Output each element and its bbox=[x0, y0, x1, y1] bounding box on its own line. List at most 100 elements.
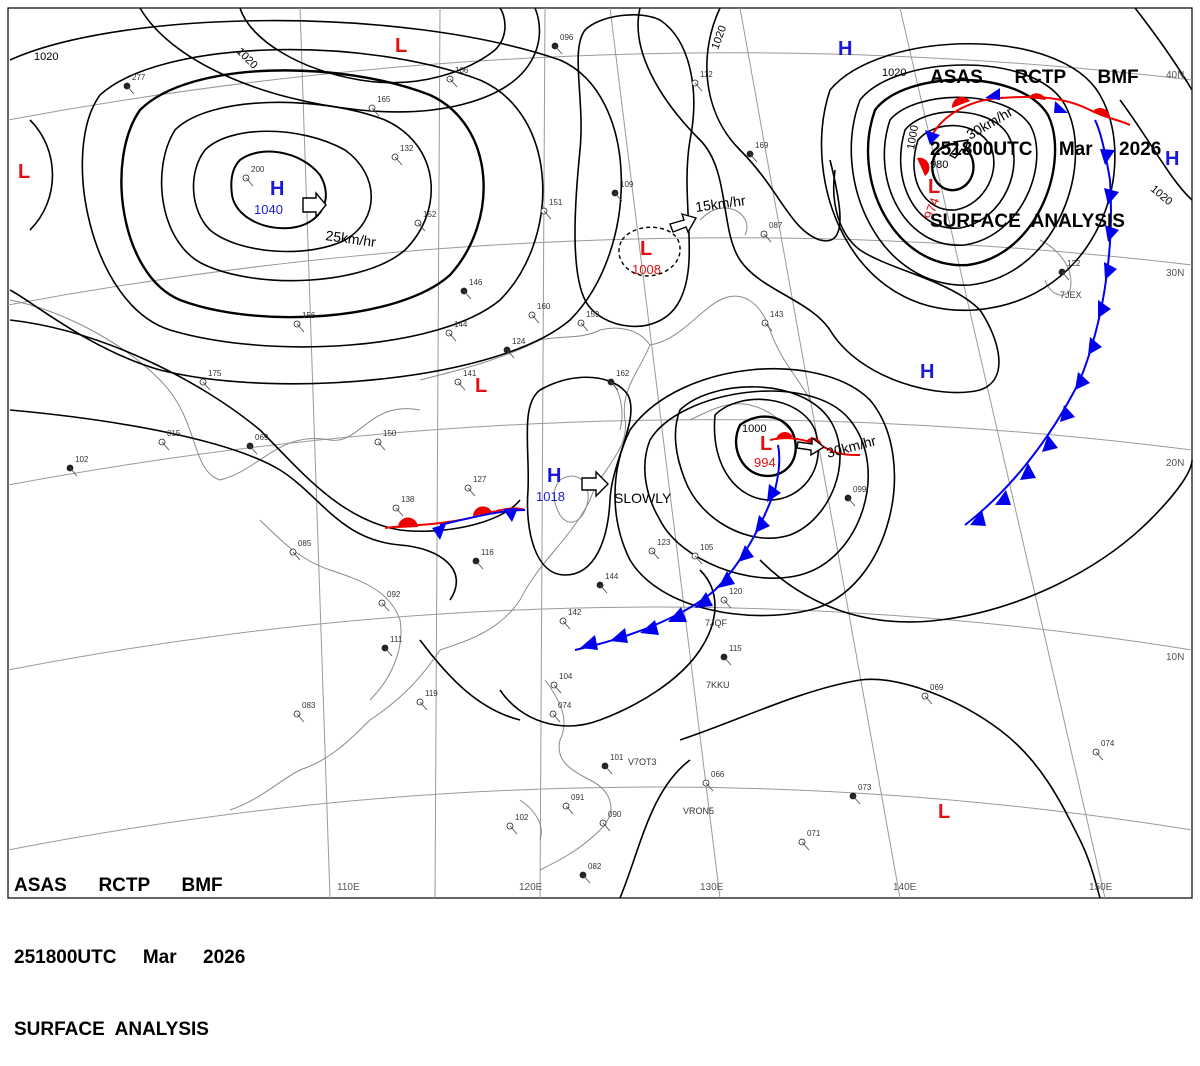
wind-barb bbox=[381, 602, 390, 612]
station-plot: 069 bbox=[921, 683, 944, 705]
station-pressure: 069 bbox=[930, 683, 944, 692]
wind-barb bbox=[602, 822, 611, 832]
station-pressure: 112 bbox=[700, 70, 713, 79]
station-pressure: 119 bbox=[425, 689, 438, 698]
low-center-1008-value: 1008 bbox=[632, 262, 661, 277]
graticule bbox=[7, 7, 1193, 899]
wind-barb bbox=[764, 322, 773, 332]
cold-front-south bbox=[574, 444, 781, 651]
station-plot: 277 bbox=[123, 73, 146, 95]
station-pressure: 152 bbox=[423, 210, 437, 219]
station-plot: 142 bbox=[559, 608, 582, 630]
station-pressure: 099 bbox=[853, 485, 867, 494]
station-plot: 092 bbox=[378, 590, 401, 612]
motion-arrow bbox=[948, 139, 969, 159]
station-plot: 162 bbox=[607, 369, 630, 391]
wind-barb bbox=[371, 107, 380, 117]
station-pressure: 015 bbox=[167, 429, 181, 438]
station-plot: 123 bbox=[648, 538, 671, 560]
station-plot: 127 bbox=[464, 475, 487, 497]
station-plot: 091 bbox=[562, 793, 585, 815]
stationary-front bbox=[384, 506, 526, 540]
ship-id: 7JEX bbox=[1060, 290, 1082, 300]
motion-arrows bbox=[302, 139, 969, 498]
wind-barb bbox=[506, 349, 515, 359]
station-pressure: 074 bbox=[558, 701, 572, 710]
station-plot: 143 bbox=[761, 310, 784, 332]
wind-barb bbox=[126, 85, 135, 95]
station-plot: 104 bbox=[550, 672, 573, 694]
station-pressure: 102 bbox=[515, 813, 529, 822]
wind-barb bbox=[553, 684, 562, 694]
station-pressure: 085 bbox=[298, 539, 312, 548]
header-line-1: ASAS RCTP BMF bbox=[14, 875, 223, 896]
high-center: H bbox=[1165, 148, 1179, 170]
station-plot: 099 bbox=[844, 485, 867, 507]
motion-label: 25km/hr bbox=[325, 227, 378, 250]
station-pressure: 091 bbox=[571, 793, 585, 802]
high-center: H bbox=[920, 361, 934, 383]
station-pressure: 175 bbox=[208, 369, 222, 378]
lat-label: 30N bbox=[1166, 268, 1184, 279]
isobar-label: 1000 bbox=[742, 423, 766, 435]
station-pressure: 073 bbox=[858, 783, 872, 792]
wind-barb bbox=[394, 156, 403, 166]
station-plot: 096 bbox=[551, 33, 574, 55]
wind-barb bbox=[801, 841, 810, 851]
pressure-centers: H 1040 H 1018 H H H L 1008 L 994 L 974 L… bbox=[18, 35, 1179, 823]
station-pressure: 106 bbox=[455, 66, 469, 75]
station-pressure: 102 bbox=[75, 455, 89, 464]
wind-barb bbox=[449, 78, 458, 88]
ship-id: V7OT3 bbox=[628, 757, 657, 767]
station-plot: 111 bbox=[381, 635, 403, 657]
high-center-1018: H bbox=[547, 465, 561, 487]
wind-barb bbox=[543, 210, 552, 220]
wind-barb bbox=[384, 647, 393, 657]
station-pressure: 141 bbox=[463, 369, 477, 378]
station-plot: 074 bbox=[1092, 739, 1115, 761]
wind-barb bbox=[610, 381, 619, 391]
low-center: L bbox=[475, 375, 487, 397]
header-line-1: ASAS RCTP BMF bbox=[930, 67, 1139, 88]
wind-barb bbox=[1061, 271, 1070, 281]
station-pressure: 277 bbox=[132, 73, 146, 82]
low-center-994: L bbox=[760, 433, 772, 455]
map-frame bbox=[7, 7, 1193, 899]
lon-label: 150E bbox=[1089, 882, 1113, 893]
wind-barb bbox=[604, 765, 613, 775]
lon-label: 110E bbox=[337, 882, 360, 893]
low-center-974: L bbox=[928, 176, 940, 198]
low-center-1008: L bbox=[640, 238, 652, 260]
station-pressure: 109 bbox=[620, 180, 634, 189]
wind-barb bbox=[562, 620, 571, 630]
station-plot: 141 bbox=[454, 369, 477, 391]
wind-barb bbox=[463, 290, 472, 300]
wind-barb bbox=[395, 507, 404, 517]
station-pressure: 151 bbox=[549, 198, 563, 207]
station-plot: 106 bbox=[446, 66, 469, 88]
station-pressure: 066 bbox=[711, 770, 725, 779]
header-line-3: SURFACE ANALYSIS bbox=[930, 211, 1125, 232]
station-pressure: 105 bbox=[700, 543, 714, 552]
wind-barb bbox=[448, 332, 457, 342]
station-plot: 087 bbox=[760, 221, 783, 243]
station-pressure: 200 bbox=[251, 165, 265, 174]
isobar-label: 980 bbox=[930, 159, 948, 171]
station-pressure: 138 bbox=[401, 495, 415, 504]
wind-barb bbox=[475, 560, 484, 570]
wind-barb bbox=[245, 177, 254, 187]
station-plot: 200 bbox=[242, 165, 265, 187]
station-pressure: 169 bbox=[755, 141, 769, 150]
station-plot: 102 bbox=[506, 813, 529, 835]
motion-arrow bbox=[581, 470, 609, 498]
wind-barb bbox=[377, 441, 386, 451]
station-plot: 074 bbox=[549, 701, 572, 723]
station-plot: 116 bbox=[472, 548, 494, 570]
station-plot: 165 bbox=[368, 95, 391, 117]
lat-label: 20N bbox=[1166, 458, 1184, 469]
station-plot: 150 bbox=[374, 429, 397, 451]
station-pressure: 124 bbox=[512, 337, 526, 346]
station-plot: 071 bbox=[798, 829, 821, 851]
lon-label: 130E bbox=[700, 882, 724, 893]
wind-barb bbox=[202, 381, 211, 391]
